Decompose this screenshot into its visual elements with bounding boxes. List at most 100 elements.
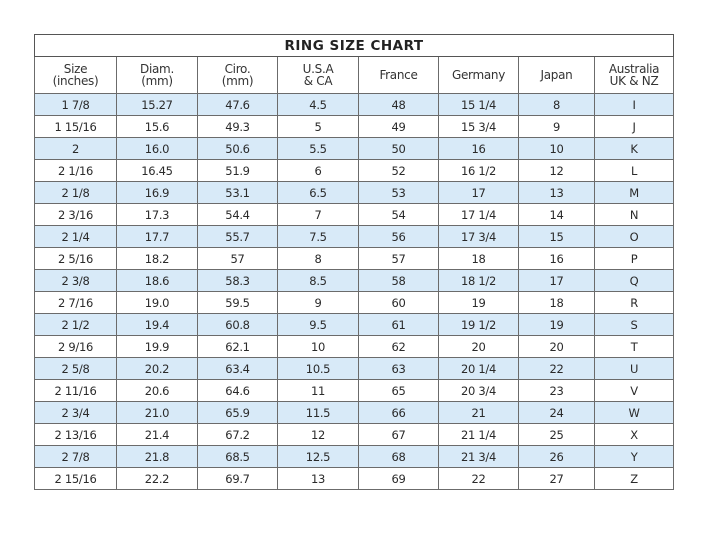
table-cell: 10.5 [277,357,359,380]
table-cell: L [593,159,675,182]
table-cell: 69 [358,467,439,490]
table-cell: 50 [358,137,439,160]
table-cell: 9.5 [277,313,359,336]
table-cell: 15 3/4 [438,115,519,138]
table-cell: 13 [518,181,595,204]
table-cell: 68.5 [197,445,278,468]
table-cell: 63.4 [197,357,278,380]
table-cell: N [593,203,675,226]
table-cell: 9 [277,291,359,314]
table-cell: 19.0 [116,291,198,314]
table-cell: 21 [438,401,519,424]
table-cell: 17.7 [116,225,198,248]
table-row: 2 1/8 16.9 53.1 6.5 53 17 13 M [34,181,675,204]
table-cell: 2 [34,137,117,160]
table-cell: Y [593,445,675,468]
table-cell: 65 [358,379,439,402]
table-cell: 48 [358,93,439,116]
table-cell: 16.0 [116,137,198,160]
table-row: 2 15/16 22.2 69.7 13 69 22 27 Z [34,467,675,490]
table-cell: 20 [518,335,595,358]
table-row: 2 7/8 21.8 68.5 12.5 68 21 3/4 26 Y [34,445,675,468]
table-row: 1 15/16 15.6 49.3 5 49 15 3/4 9 J [34,115,675,138]
table-cell: 60 [358,291,439,314]
table-cell: R [593,291,675,314]
table-cell: 26 [518,445,595,468]
column-header: Diam. (mm) [116,56,198,94]
table-cell: 4.5 [277,93,359,116]
column-header-label: & CA [303,74,333,88]
table-cell: 62.1 [197,335,278,358]
table-cell: 53.1 [197,181,278,204]
table-cell: 52 [358,159,439,182]
table-cell: 25 [518,423,595,446]
table-cell: 22 [518,357,595,380]
table-cell: 27 [518,467,595,490]
table-cell: 17 1/4 [438,203,519,226]
table-row: 2 16.0 50.6 5.5 50 16 10 K [34,137,675,160]
table-row: 2 7/16 19.0 59.5 9 60 19 18 R [34,291,675,314]
table-cell: 2 3/8 [34,269,117,292]
table-cell: O [593,225,675,248]
column-header-label: (mm) [221,74,254,88]
table-cell: 16.45 [116,159,198,182]
column-header-label: (inches) [52,74,99,88]
table-cell: 8 [277,247,359,270]
table-cell: 12 [277,423,359,446]
chart-title: RING SIZE CHART [33,34,675,57]
table-cell: 2 9/16 [34,335,117,358]
column-header: France [358,56,439,94]
table-cell: 16.9 [116,181,198,204]
table-cell: 58 [358,269,439,292]
table-cell: 2 1/2 [34,313,117,336]
table-cell: 10 [518,137,595,160]
column-header-label: U.S.A [302,62,334,76]
table-cell: 16 [438,137,519,160]
table-cell: 2 1/8 [34,181,117,204]
table-cell: 59.5 [197,291,278,314]
table-cell: U [593,357,675,380]
column-header-label: Germany [451,68,506,82]
table-cell: 2 11/16 [34,379,117,402]
table-cell: 6 [277,159,359,182]
table-cell: 6.5 [277,181,359,204]
table-cell: 67.2 [197,423,278,446]
table-cell: 2 1/4 [34,225,117,248]
table-cell: 2 5/8 [34,357,117,380]
table-cell: 66 [358,401,439,424]
table-cell: 13 [277,467,359,490]
table-cell: 5 [277,115,359,138]
column-header: Australia UK & NZ [593,56,675,94]
table-body: 1 7/8 15.27 47.6 4.5 48 15 1/4 8 I 1 15/16 15.6 49… [34,93,675,490]
table-cell: 7 [277,203,359,226]
column-header-label: Australia [608,62,660,76]
table-cell: Z [593,467,675,490]
table-cell: 60.8 [197,313,278,336]
column-header-label: Size [63,62,88,76]
table-row: 2 1/4 17.7 55.7 7.5 56 17 3/4 15 O [34,225,675,248]
table-cell: 19 [438,291,519,314]
table-row: 2 1/2 19.4 60.8 9.5 61 19 1/2 19 S [34,313,675,336]
table-cell: 54 [358,203,439,226]
table-cell: 21 1/4 [438,423,519,446]
table-cell: 19.9 [116,335,198,358]
column-header-label: UK & NZ [609,74,659,88]
table-cell: 21.4 [116,423,198,446]
table-cell: 15.6 [116,115,198,138]
table-cell: 24 [518,401,595,424]
table-cell: 19 [518,313,595,336]
table-cell: 20.2 [116,357,198,380]
column-header-label: (mm) [141,74,173,88]
table-cell: 22 [438,467,519,490]
table-cell: 12 [518,159,595,182]
table-cell: 64.6 [197,379,278,402]
table-cell: 7.5 [277,225,359,248]
table-cell: J [593,115,675,138]
ring-size-table: RING SIZE CHART Size (inches) Diam. (mm) Cir… [33,34,675,490]
table-cell: 15 [518,225,595,248]
table-cell: 15.27 [116,93,198,116]
table-cell: 8 [518,93,595,116]
table-row: 2 13/16 21.4 67.2 12 67 21 1/4 25 X [34,423,675,446]
table-cell: 51.9 [197,159,278,182]
column-header-label: Diam. [140,62,174,76]
